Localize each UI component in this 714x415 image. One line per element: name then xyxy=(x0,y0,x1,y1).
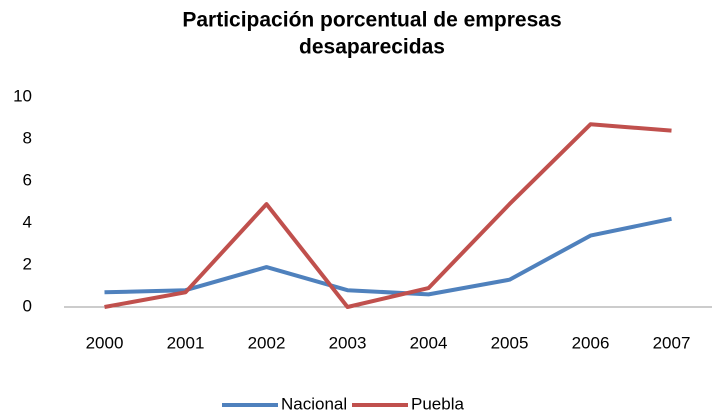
legend-label: Nacional xyxy=(281,394,347,413)
y-tick-label: 10 xyxy=(13,86,32,105)
x-tick-label: 2005 xyxy=(491,333,529,352)
legend-label: Puebla xyxy=(411,394,464,413)
y-tick-label: 8 xyxy=(23,128,32,147)
x-tick-label: 2003 xyxy=(329,333,367,352)
y-tick-label: 0 xyxy=(23,296,32,315)
series-line xyxy=(104,122,672,309)
y-tick-label: 4 xyxy=(23,212,32,231)
x-tick-label: 2007 xyxy=(653,333,691,352)
x-tick-label: 2002 xyxy=(248,333,286,352)
x-tick-label: 2004 xyxy=(410,333,448,352)
x-tick-label: 2001 xyxy=(167,333,205,352)
y-tick-label: 6 xyxy=(23,170,32,189)
series-line xyxy=(104,216,672,297)
y-tick-label: 2 xyxy=(23,254,32,273)
x-tick-label: 2006 xyxy=(572,333,610,352)
chart-title: desaparecidas xyxy=(299,36,445,59)
x-tick-label: 2000 xyxy=(86,333,124,352)
chart-title: Participación porcentual de empresas xyxy=(182,9,561,32)
